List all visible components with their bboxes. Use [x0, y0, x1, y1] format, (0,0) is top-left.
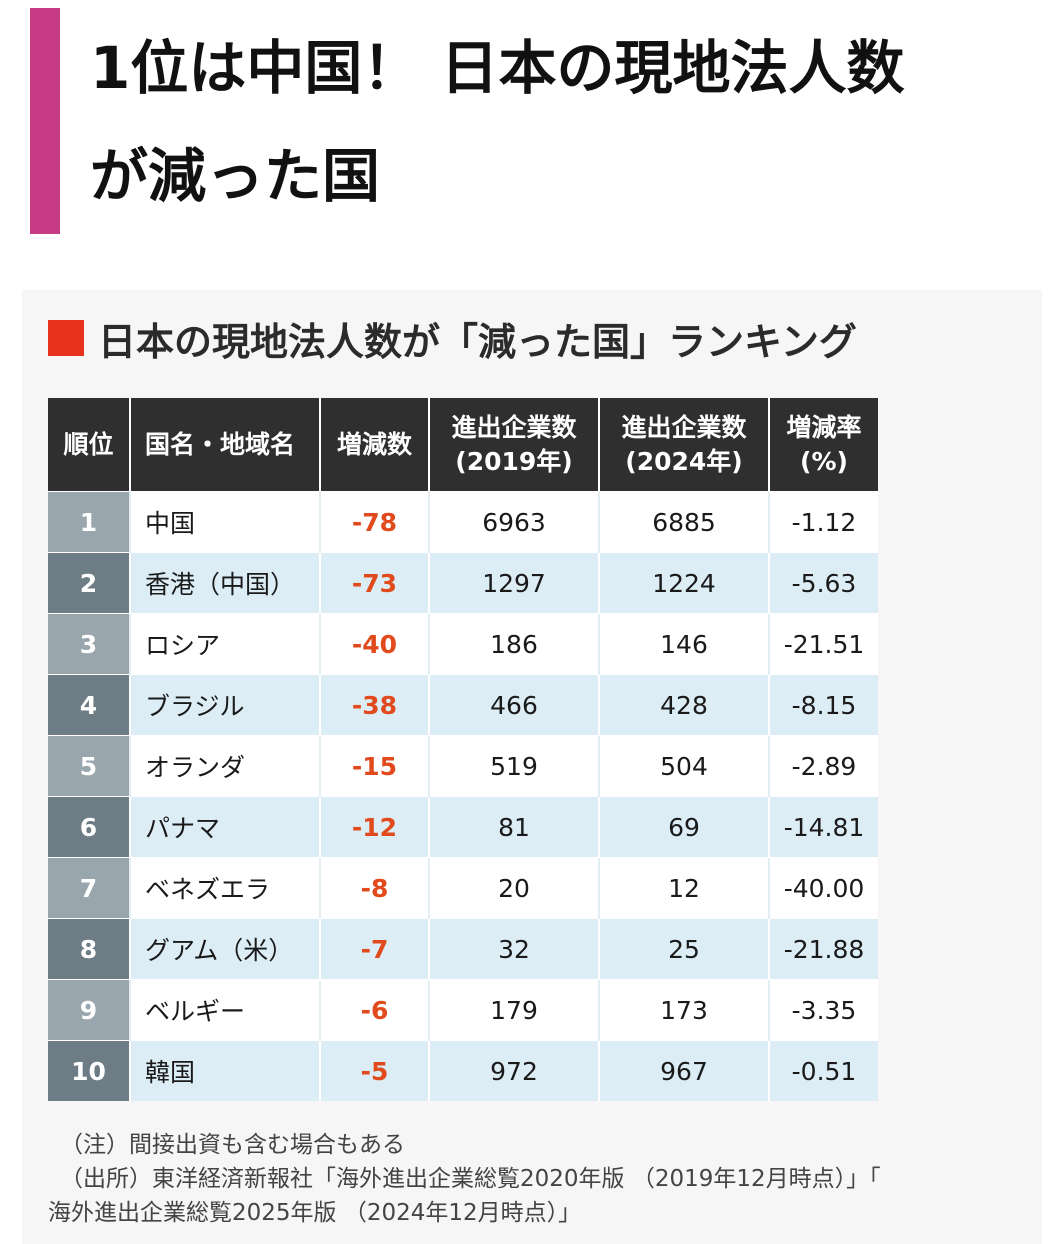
footnotes: （注）間接出資も含む場合もある （出所）東洋経済新報社「海外進出企業総覧2020… [48, 1128, 1038, 1230]
table-row: 5 オランダ -15 519 504 -2.89 [48, 735, 878, 797]
companies-2024: 6885 [599, 491, 770, 553]
table-row: 1 中国 -78 6963 6885 -1.12 [48, 491, 878, 553]
change-count: -6 [320, 979, 430, 1041]
companies-2019: 81 [429, 796, 600, 858]
table-row: 3 ロシア -40 186 146 -21.51 [48, 613, 878, 675]
change-rate: -21.51 [769, 613, 878, 675]
infographic-title: 日本の現地法人数が「減った国」ランキング [98, 319, 857, 364]
rank-number: 5 [48, 735, 131, 797]
change-count: -73 [320, 552, 430, 614]
companies-2024: 146 [599, 613, 770, 675]
country-name: 韓国 [130, 1040, 321, 1101]
country-name: オランダ [130, 735, 321, 797]
country-name: ロシア [130, 613, 321, 675]
ranking-table-body: 1 中国 -78 6963 6885 -1.12 2 香港（中国） -73 1297 1224 -5.… [48, 491, 878, 1101]
table-row: 2 香港（中国） -73 1297 1224 -5.63 [48, 552, 878, 614]
rank-number: 1 [48, 491, 131, 553]
footnote-note: （注）間接出資も含む場合もある [60, 1132, 405, 1158]
country-name: ブラジル [130, 674, 321, 736]
companies-2019: 466 [429, 674, 600, 736]
change-rate: -21.88 [769, 918, 878, 980]
rank-number: 7 [48, 857, 131, 919]
title-marker-icon [48, 320, 84, 356]
change-count: -12 [320, 796, 430, 858]
companies-2019: 972 [429, 1040, 600, 1101]
change-rate: -2.89 [769, 735, 878, 797]
change-count: -78 [320, 491, 430, 553]
country-name: ベルギー [130, 979, 321, 1041]
companies-2019: 6963 [429, 491, 600, 553]
rank-number: 9 [48, 979, 131, 1041]
change-count: -8 [320, 857, 430, 919]
header-change: 増減数 [320, 398, 430, 492]
table-row: 8 グアム（米） -7 32 25 -21.88 [48, 918, 878, 980]
change-rate: -14.81 [769, 796, 878, 858]
rank-number: 3 [48, 613, 131, 675]
companies-2024: 173 [599, 979, 770, 1041]
rank-number: 8 [48, 918, 131, 980]
rank-number: 6 [48, 796, 131, 858]
companies-2019: 186 [429, 613, 600, 675]
country-name: 中国 [130, 491, 321, 553]
header-country: 国名・地域名 [130, 398, 321, 492]
companies-2024: 428 [599, 674, 770, 736]
country-name: ベネズエラ [130, 857, 321, 919]
change-count: -15 [320, 735, 430, 797]
change-rate: -0.51 [769, 1040, 878, 1101]
companies-2019: 20 [429, 857, 600, 919]
change-rate: -3.35 [769, 979, 878, 1041]
change-rate: -8.15 [769, 674, 878, 736]
change-count: -40 [320, 613, 430, 675]
companies-2024: 25 [599, 918, 770, 980]
table-row: 4 ブラジル -38 466 428 -8.15 [48, 674, 878, 736]
companies-2019: 32 [429, 918, 600, 980]
rank-number: 10 [48, 1040, 131, 1101]
header-companies-2019: 進出企業数 (2019年) [429, 398, 600, 492]
change-count: -7 [320, 918, 430, 980]
rank-number: 2 [48, 552, 131, 614]
header-rank: 順位 [48, 398, 131, 492]
table-row: 7 ベネズエラ -8 20 12 -40.00 [48, 857, 878, 919]
change-rate: -1.12 [769, 491, 878, 553]
headline-line-2: が減った国 [90, 142, 381, 210]
headline-accent-bar [30, 8, 60, 234]
country-name: グアム（米） [130, 918, 321, 980]
change-count: -5 [320, 1040, 430, 1101]
companies-2019: 179 [429, 979, 600, 1041]
ranking-table: 順位 国名・地域名 増減数 進出企業数 (2019年) 進出企業数 (2024年… [48, 398, 878, 1101]
companies-2024: 69 [599, 796, 770, 858]
infographic-title-row: 日本の現地法人数が「減った国」ランキング [48, 313, 857, 364]
companies-2019: 1297 [429, 552, 600, 614]
companies-2024: 504 [599, 735, 770, 797]
article-headline: 1位は中国！ 日本の現地法人数 が減った国 [90, 14, 1050, 230]
headline-line-1: 1位は中国！ 日本の現地法人数 [90, 34, 905, 102]
companies-2024: 1224 [599, 552, 770, 614]
header-change-rate: 増減率 (%) [769, 398, 878, 492]
country-name: 香港（中国） [130, 552, 321, 614]
table-header-row: 順位 国名・地域名 増減数 進出企業数 (2019年) 進出企業数 (2024年… [48, 398, 878, 492]
footnote-source-1: （出所）東洋経済新報社「海外進出企業総覧2020年版 （2019年12月時点）」… [60, 1166, 881, 1192]
country-name: パナマ [130, 796, 321, 858]
companies-2019: 519 [429, 735, 600, 797]
table-row: 6 パナマ -12 81 69 -14.81 [48, 796, 878, 858]
change-rate: -5.63 [769, 552, 878, 614]
change-count: -38 [320, 674, 430, 736]
rank-number: 4 [48, 674, 131, 736]
change-rate: -40.00 [769, 857, 878, 919]
companies-2024: 967 [599, 1040, 770, 1101]
table-row: 10 韓国 -5 972 967 -0.51 [48, 1040, 878, 1101]
header-companies-2024: 進出企業数 (2024年) [599, 398, 770, 492]
footnote-source-2: 海外進出企業総覧2025年版 （2024年12月時点）」 [48, 1200, 582, 1226]
companies-2024: 12 [599, 857, 770, 919]
table-row: 9 ベルギー -6 179 173 -3.35 [48, 979, 878, 1041]
